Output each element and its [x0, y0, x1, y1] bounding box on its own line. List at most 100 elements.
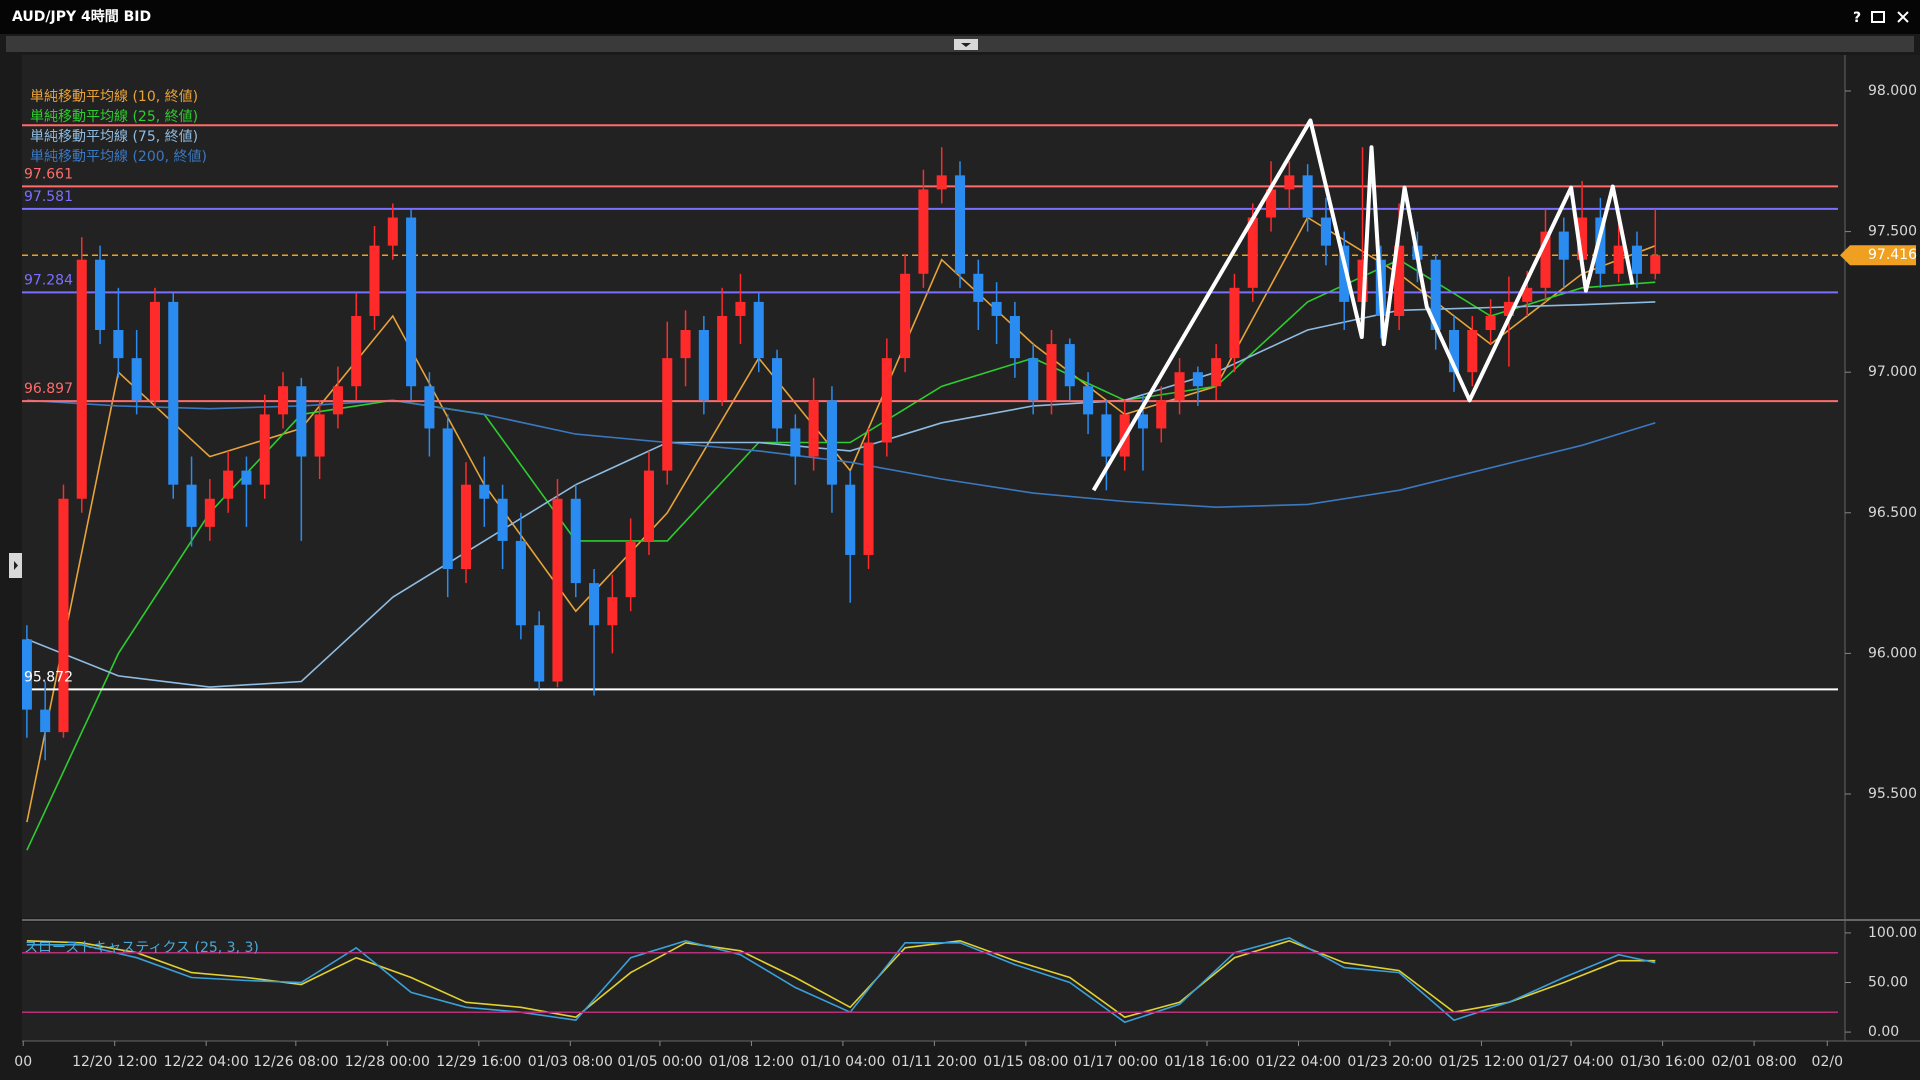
help-button[interactable]: ?: [1853, 10, 1861, 26]
candle-body: [1558, 231, 1569, 260]
candle-body: [131, 358, 142, 401]
candle-body: [1467, 330, 1478, 373]
candle-body: [1101, 414, 1112, 457]
y-tick-label: 95.500: [1868, 786, 1917, 802]
candle-body: [515, 540, 526, 626]
candle-body: [223, 470, 234, 499]
x-tick-label: 01/05 00:00: [617, 1054, 702, 1070]
candle-body: [607, 597, 618, 626]
level-label: 97.581: [24, 189, 73, 205]
candle-body: [936, 175, 947, 190]
dropdown-arrow: [961, 43, 971, 47]
candle-body: [149, 301, 160, 401]
level-label: 95.872: [24, 669, 73, 685]
candle-body: [351, 315, 362, 387]
candle-body: [1357, 259, 1368, 302]
x-tick-label: 02/0: [1812, 1054, 1843, 1070]
x-tick-label: 01/30 16:00: [1620, 1054, 1705, 1070]
legend-entry: 単純移動平均線 (200, 終値): [30, 149, 207, 165]
candle-body: [1339, 245, 1350, 302]
y-tick-label: 96.500: [1868, 505, 1917, 521]
x-tick-label: 01/22 04:00: [1256, 1054, 1341, 1070]
candle-body: [1302, 175, 1313, 218]
x-tick-label: 12/28 00:00: [345, 1054, 430, 1070]
candle-body: [1595, 217, 1606, 274]
candle-body: [1028, 358, 1039, 401]
candle-body: [95, 259, 106, 331]
candle-body: [845, 484, 856, 555]
candle-body: [1009, 315, 1020, 359]
candle-body: [643, 470, 654, 541]
candle-body: [497, 498, 508, 541]
panel-title: スローストキャスティクス (25, 3, 3): [24, 940, 259, 956]
candle-body: [442, 428, 453, 570]
candle-body: [552, 498, 563, 682]
candle-body: [717, 315, 728, 401]
oscillator-layer: [22, 937, 1838, 1024]
candle-body: [1211, 358, 1222, 387]
candle-body: [460, 484, 472, 570]
x-tick-label: 01/10 04:00: [800, 1054, 885, 1070]
candle-body: [625, 540, 636, 598]
x-tick-label: 12/22 04:00: [164, 1054, 249, 1070]
y-tick-label: 98.000: [1868, 83, 1917, 99]
trend-drawing: [1091, 118, 1635, 492]
x-tick-label: 01/15 08:00: [983, 1054, 1068, 1070]
candle-body: [277, 386, 289, 415]
candle-body: [1650, 255, 1661, 274]
candle-body: [790, 428, 801, 457]
candle-body: [1137, 414, 1149, 429]
candle-body: [204, 498, 215, 527]
candle-body: [76, 259, 87, 499]
x-tick-label: 01/11 20:00: [892, 1054, 977, 1070]
y-tick-label: 100.00: [1868, 925, 1917, 941]
candle-body: [735, 301, 746, 316]
candle-body: [973, 273, 984, 302]
candle-body: [1156, 400, 1167, 429]
candle-body: [1448, 330, 1460, 373]
candle-body: [40, 709, 51, 733]
candle-body: [1613, 245, 1624, 274]
x-tick-label: 01/18 16:00: [1164, 1054, 1249, 1070]
candle-body: [954, 175, 966, 274]
candle-body: [900, 273, 911, 359]
candle-body: [808, 400, 819, 457]
candle-body: [1430, 259, 1441, 331]
main-layer: [22, 118, 1845, 851]
candle-body: [259, 414, 270, 485]
candle-body: [570, 498, 581, 584]
candle-body: [1284, 175, 1295, 190]
level-label: 97.284: [24, 272, 73, 288]
candle-body: [314, 414, 325, 457]
candle-body: [1577, 217, 1588, 260]
candle-body: [22, 639, 32, 710]
candle-body: [479, 484, 490, 499]
candle-body: [1174, 372, 1185, 401]
x-tick-label: 01/08 12:00: [709, 1054, 794, 1070]
candle-body: [1503, 301, 1514, 316]
candle-body: [1320, 217, 1331, 246]
price-axis-area: [1846, 55, 1920, 1041]
candle-body: [1485, 315, 1496, 331]
candle-body: [863, 442, 874, 555]
y-tick-label: 0.00: [1868, 1024, 1899, 1040]
candle-body: [1046, 344, 1057, 401]
maximize-button[interactable]: [1871, 11, 1885, 23]
candle-body: [406, 217, 417, 387]
close-button[interactable]: [1897, 11, 1909, 23]
candle-body: [241, 470, 252, 485]
candle-body: [1229, 287, 1240, 359]
candle-body: [424, 386, 435, 429]
indicator-line: [26, 939, 1656, 1019]
candle-body: [1540, 231, 1551, 288]
candle-body: [1394, 245, 1405, 316]
x-tick-label: 01/25 12:00: [1439, 1054, 1524, 1070]
candle-body: [881, 358, 892, 443]
price-tag: [1840, 245, 1916, 266]
level-label: 96.897: [24, 381, 73, 397]
price-tag-label: 97.416: [1868, 247, 1917, 263]
legend-entry: 単純移動平均線 (75, 終値): [30, 129, 198, 145]
level-label: 97.661: [24, 166, 73, 182]
candle-body: [534, 625, 545, 682]
